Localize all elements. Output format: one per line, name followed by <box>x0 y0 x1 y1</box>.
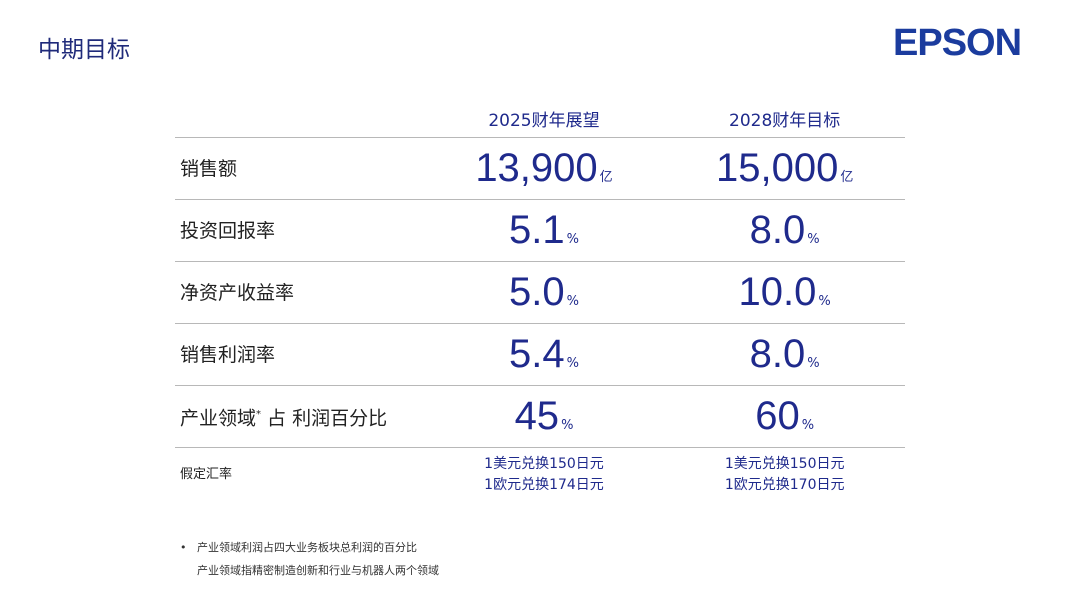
value-cell: 8.0% <box>664 208 905 253</box>
label-text: 占 利润百分比 <box>261 407 388 430</box>
label-text: 销售利润率 <box>180 343 276 366</box>
value: 10.0 <box>738 270 817 314</box>
value: 5.1 <box>509 208 565 252</box>
note-line: 产业领域指精密制造创新和行业与机器人两个领域 <box>180 559 439 582</box>
value-cell: 5.4% <box>424 332 665 377</box>
table-row: 产业领域* 占 利润百分比 45% 60% <box>175 386 905 448</box>
label-text: 投资回报率 <box>180 219 276 242</box>
column-header: 2025财年展望 <box>488 111 600 131</box>
value-cell: 10.0% <box>664 270 905 315</box>
notes: • 产业领域利润占四大业务板块总利润的百分比产业领域指精密制造创新和行业与机器人两… <box>180 536 439 582</box>
rate-line: 1欧元兑换174日元 <box>484 477 604 493</box>
unit: % <box>566 294 579 309</box>
rate-line: 1美元兑换150日元 <box>724 456 845 472</box>
footnote-mark: * <box>256 408 262 420</box>
label-text: 产业领域 <box>180 407 257 430</box>
label-text: 净资产收益率 <box>180 281 295 304</box>
value-cell: 15,000 亿 <box>664 146 905 191</box>
value-cell: 5.1% <box>424 208 665 253</box>
unit: % <box>566 356 579 371</box>
value: 60 <box>755 394 800 438</box>
unit: % <box>561 418 574 433</box>
value-cell: 5.0% <box>424 270 665 315</box>
row-label: 产业领域* 占 利润百分比 <box>175 403 424 430</box>
table-row: 销售利润率 5.4% 8.0% <box>175 324 905 386</box>
table-row: 投资回报率 5.1% 8.0% <box>175 200 905 262</box>
bullet: • <box>180 541 187 554</box>
value-cell: 13,900 亿 <box>424 146 665 191</box>
table-row: 净资产收益率 5.0% 10.0% <box>175 262 905 324</box>
rate-cell: 1美元兑换150日元 1欧元兑换174日元 <box>424 454 665 496</box>
value: 5.4 <box>509 332 565 376</box>
value: 45 <box>514 394 560 438</box>
note-text: 产业领域指精密制造创新和行业与机器人两个领域 <box>197 564 439 577</box>
note-text: 产业领域利润占四大业务板块总利润的百分比 <box>197 541 417 554</box>
unit: % <box>818 294 831 309</box>
value: 8.0 <box>749 332 806 376</box>
value: 13,900 <box>475 146 598 190</box>
note-line: • 产业领域利润占四大业务板块总利润的百分比 <box>180 536 439 559</box>
value-cell: 8.0% <box>664 332 905 377</box>
header-row: 2025财年展望 2028财年目标 <box>175 100 905 138</box>
unit: 亿 <box>599 170 613 185</box>
unit: % <box>801 418 815 433</box>
value: 8.0 <box>749 208 806 252</box>
table-row: 销售额 13,900 亿 15,000 亿 <box>175 138 905 200</box>
row-label: 销售利润率 <box>175 343 424 367</box>
rate-line: 1欧元兑换170日元 <box>724 477 845 493</box>
row-label: 销售额 <box>175 157 424 181</box>
value: 15,000 <box>715 146 839 190</box>
unit: % <box>807 232 820 247</box>
value-cell: 45% <box>424 394 665 439</box>
slide-title: 中期目标 <box>38 37 130 63</box>
row-label: 净资产收益率 <box>175 281 424 305</box>
rate-line: 1美元兑换150日元 <box>484 456 604 472</box>
table: 2025财年展望 2028财年目标 销售额 13,900 亿 15,000 亿投资回报率 5.… <box>175 100 905 502</box>
value-cell: 60% <box>664 394 905 439</box>
row-label: 假定汇率 <box>180 467 233 482</box>
logo: EPSON <box>893 22 1022 64</box>
rate-cell: 1美元兑换150日元 1欧元兑换170日元 <box>664 454 905 496</box>
label-text: 销售额 <box>180 157 238 180</box>
row-label: 投资回报率 <box>175 219 424 243</box>
unit: % <box>566 232 579 247</box>
value: 5.0 <box>509 270 565 314</box>
unit: 亿 <box>840 170 854 185</box>
unit: % <box>807 356 820 371</box>
rate-row: 假定汇率 1美元兑换150日元 1欧元兑换174日元 1美元兑换150日元 1欧元兑换1… <box>175 448 905 502</box>
column-header: 2028财年目标 <box>729 111 841 131</box>
